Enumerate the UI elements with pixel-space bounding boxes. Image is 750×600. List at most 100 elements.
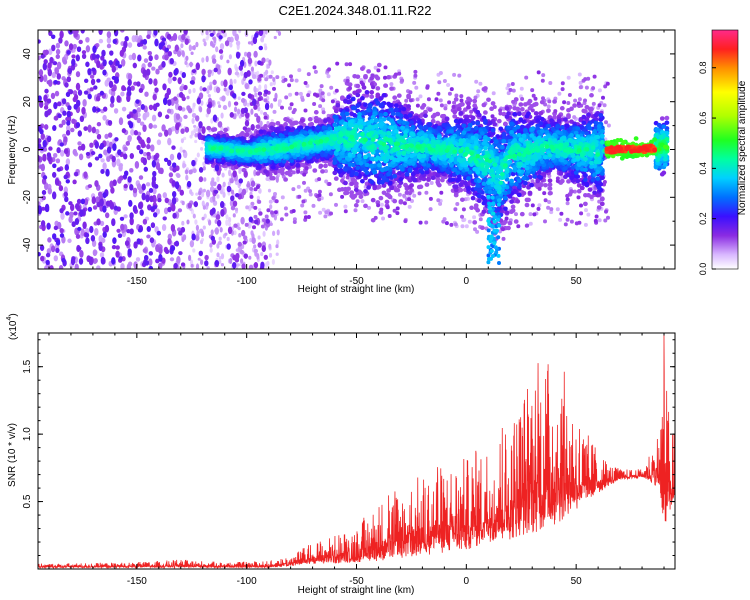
spectrogram-cell	[203, 177, 207, 182]
spectrogram-cell	[178, 230, 183, 236]
spectrogram-cell	[324, 210, 329, 215]
spectrogram-cell	[201, 57, 205, 63]
spectrogram-cell	[406, 104, 411, 109]
spectrogram-cell	[46, 152, 52, 158]
spectrogram-cell	[291, 170, 296, 175]
spectrogram-cell	[158, 65, 163, 71]
spectrogram-cell	[463, 118, 468, 124]
spectrogram-cell	[66, 120, 71, 126]
spectrogram-cell	[239, 249, 245, 255]
spectrogram-cell	[470, 195, 476, 201]
spectrogram-cell	[52, 163, 57, 169]
spectrogram-cell	[257, 60, 262, 66]
spectrogram-cell	[202, 165, 206, 171]
spectrogram-cell	[184, 126, 190, 133]
spectrogram-cell	[508, 88, 513, 92]
spectrogram-cell	[452, 184, 458, 189]
spectrogram-cell	[258, 208, 262, 212]
spectrogram-cell	[83, 90, 89, 95]
spectrogram-cell	[79, 115, 85, 123]
spectrogram-cell	[109, 202, 115, 210]
spectrogram-cell	[435, 173, 441, 178]
spectrogram-cell	[209, 247, 213, 253]
spectrogram-cell	[472, 215, 477, 220]
spectrogram-cell	[659, 116, 665, 121]
spectrogram-cell	[116, 228, 121, 233]
spectrogram-cell	[132, 187, 138, 194]
spectrogram-cell	[519, 86, 524, 91]
spectrogram-cell	[190, 130, 194, 137]
spectrogram-cell	[409, 183, 414, 188]
spectrogram-cell	[138, 201, 143, 210]
spectrogram-cell	[163, 97, 168, 106]
spectrogram-cell	[158, 253, 163, 262]
spectrogram-cell	[152, 124, 158, 129]
spectrogram-cell	[291, 209, 296, 213]
spectrogram-cell	[173, 96, 178, 101]
spectrogram-cell	[602, 180, 607, 184]
spectrogram-cell	[664, 120, 670, 125]
spectrogram-cell	[78, 153, 84, 161]
spectrogram-cell	[452, 72, 457, 77]
spectrogram-cell	[474, 79, 479, 84]
spectrogram-cell	[347, 82, 353, 87]
spectrogram-cell	[167, 137, 172, 146]
spectrogram-cell	[597, 218, 602, 223]
spectrogram-cell	[456, 106, 462, 112]
spectrogram-cell	[77, 141, 82, 146]
spectrogram-cell	[317, 177, 322, 182]
spectrogram-cell	[328, 192, 333, 197]
spectrogram-cell	[573, 98, 578, 103]
spectrogram-cell	[108, 80, 114, 89]
spectrogram-cell	[226, 243, 231, 250]
spectrogram-cell	[249, 186, 254, 191]
spectrogram-cell	[197, 196, 202, 201]
spectrogram-cell	[395, 211, 400, 216]
spectrogram-cell	[579, 203, 583, 208]
spectrogram-cell	[460, 102, 465, 107]
spectrogram-cell	[227, 67, 232, 76]
spectrogram-cell	[73, 93, 79, 101]
spectrogram-cell	[418, 220, 423, 225]
spectrogram-cell	[109, 50, 114, 56]
spectrogram-cell	[181, 200, 185, 206]
spectrogram-cell	[270, 131, 276, 137]
spectrogram-cell	[396, 171, 402, 176]
spectrogram-cell	[323, 118, 328, 124]
spectrogram-cell	[306, 72, 311, 77]
spectrogram-cell	[146, 143, 151, 150]
spectrogram-cell	[446, 83, 451, 87]
spectrogram-cell	[458, 187, 464, 193]
spectrogram-cell	[142, 151, 148, 157]
spectrogram-cell	[376, 203, 381, 208]
spectrogram-cell	[100, 256, 106, 265]
spectrogram-cell	[230, 205, 236, 211]
spectrogram-cell	[307, 117, 313, 122]
spectrogram-cell	[343, 204, 348, 209]
spectrogram-cell	[142, 124, 147, 132]
spectrogram-cell	[39, 128, 44, 135]
spectrogram-cell	[53, 152, 58, 158]
spectrogram-cell	[124, 170, 129, 177]
spectrogram-cell	[461, 207, 466, 212]
spectrogram-cell	[247, 41, 252, 45]
spectrogram-cell	[130, 129, 135, 136]
spectrogram-cell	[176, 256, 181, 264]
spectrogram-cell	[80, 198, 86, 205]
spectrogram-cell	[214, 259, 219, 266]
spectrogram-cell	[313, 118, 319, 124]
spectrogram-cell	[265, 177, 270, 181]
spectrogram-cell	[146, 234, 151, 239]
spectrogram-cell	[239, 59, 245, 67]
spectrogram-cell	[111, 155, 116, 163]
spectrogram-cell	[315, 125, 321, 130]
spectrogram-cell	[412, 178, 418, 183]
spectrogram-cell	[149, 195, 154, 203]
spectrogram-cell	[219, 55, 223, 60]
spectrogram-cell	[344, 62, 349, 67]
spectrogram-cell	[257, 77, 262, 82]
spectrogram-cell	[215, 214, 221, 220]
spectrogram-cell	[656, 122, 662, 128]
spectrogram-cell	[349, 190, 355, 195]
spectrogram-cell	[355, 83, 361, 89]
